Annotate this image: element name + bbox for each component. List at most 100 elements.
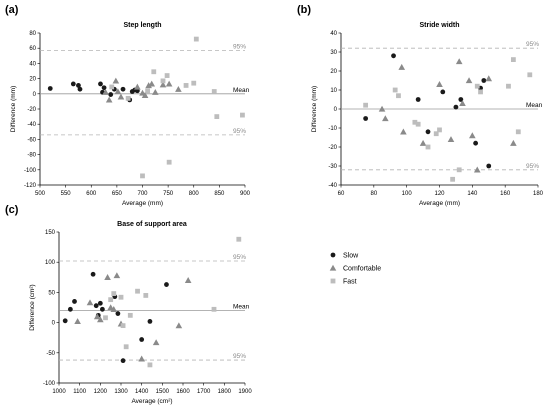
y-tick-label: -20 bbox=[328, 145, 337, 151]
data-point bbox=[382, 115, 389, 122]
x-tick-label: 1000 bbox=[52, 389, 66, 395]
data-point bbox=[400, 128, 407, 135]
data-point bbox=[147, 362, 153, 368]
data-point bbox=[450, 176, 456, 182]
data-point bbox=[211, 306, 217, 312]
data-point bbox=[175, 322, 183, 329]
data-point bbox=[515, 129, 521, 135]
data-point bbox=[447, 136, 455, 143]
data-point bbox=[102, 88, 109, 95]
data-point bbox=[135, 288, 140, 294]
y-tick-label: 50 bbox=[48, 290, 55, 296]
x-tick-label: 700 bbox=[137, 191, 148, 197]
legend-label: Slow bbox=[343, 253, 359, 260]
data-point bbox=[398, 63, 406, 70]
y-tick-label: -10 bbox=[328, 126, 337, 132]
data-point bbox=[101, 85, 107, 91]
data-point bbox=[486, 163, 492, 169]
y-tick-label: -120 bbox=[24, 183, 37, 189]
x-tick-label: 1700 bbox=[197, 389, 211, 395]
data-point bbox=[396, 93, 401, 99]
data-point bbox=[115, 311, 121, 316]
y-tick-label: 60 bbox=[29, 46, 36, 52]
data-point bbox=[455, 58, 463, 65]
data-point bbox=[147, 318, 153, 324]
x-tick-label: 1400 bbox=[135, 389, 149, 395]
data-point bbox=[415, 97, 421, 102]
data-point bbox=[139, 337, 145, 342]
data-point bbox=[510, 139, 517, 146]
data-point bbox=[510, 57, 516, 62]
y-tick-label: 30 bbox=[330, 50, 337, 56]
data-point bbox=[478, 89, 483, 95]
data-point bbox=[148, 80, 156, 87]
x-tick-label: 60 bbox=[338, 191, 345, 197]
lower-limit-label: 95% bbox=[233, 128, 246, 135]
y-axis-label: Difference (cm²) bbox=[29, 284, 36, 330]
data-point bbox=[211, 89, 217, 94]
y-tick-label: 40 bbox=[29, 61, 36, 67]
y-tick-label: -100 bbox=[43, 381, 56, 387]
data-point bbox=[151, 69, 157, 75]
data-point bbox=[152, 88, 159, 95]
series-slow bbox=[62, 271, 169, 364]
x-tick-label: 800 bbox=[189, 191, 200, 197]
x-tick-label: 1200 bbox=[94, 389, 108, 395]
x-tick-label: 1800 bbox=[218, 389, 232, 395]
data-point bbox=[127, 312, 133, 318]
chart-title: Stride width bbox=[419, 22, 459, 29]
data-point bbox=[391, 53, 396, 59]
data-point bbox=[109, 84, 115, 90]
data-point bbox=[120, 323, 126, 329]
x-tick-label: 1300 bbox=[114, 389, 128, 395]
data-point bbox=[473, 140, 479, 146]
data-point bbox=[474, 83, 480, 89]
data-point bbox=[86, 299, 94, 306]
x-tick-label: 180 bbox=[533, 191, 544, 197]
y-axis-label: Difference (mm) bbox=[311, 86, 318, 132]
data-point bbox=[392, 87, 398, 93]
data-point bbox=[90, 271, 96, 277]
y-axis-label: Difference (mm) bbox=[10, 86, 17, 132]
data-point bbox=[184, 277, 192, 283]
y-tick-label: -40 bbox=[27, 122, 36, 128]
y-tick-label: 80 bbox=[29, 31, 36, 37]
data-point bbox=[160, 78, 166, 84]
data-point bbox=[240, 112, 245, 118]
data-point bbox=[415, 121, 421, 127]
x-tick-label: 600 bbox=[86, 191, 97, 197]
legend: Slow Comfortable Fast bbox=[329, 253, 381, 286]
data-point bbox=[236, 236, 242, 242]
data-point bbox=[363, 102, 369, 108]
data-point bbox=[104, 274, 111, 280]
panel-label: (a) bbox=[5, 4, 19, 16]
data-point bbox=[113, 272, 121, 279]
y-tick-label: -80 bbox=[27, 153, 36, 159]
mean-label: Mean bbox=[233, 87, 250, 94]
data-point bbox=[138, 355, 145, 362]
data-point bbox=[100, 306, 105, 312]
y-tick-label: 0 bbox=[52, 321, 56, 327]
data-point bbox=[110, 306, 118, 312]
y-tick-label: -40 bbox=[328, 183, 337, 189]
data-point bbox=[93, 303, 99, 309]
data-point bbox=[465, 77, 473, 84]
data-point bbox=[141, 92, 149, 98]
series-comfortable bbox=[74, 272, 192, 362]
data-point bbox=[363, 116, 369, 121]
chart-title: Step length bbox=[123, 22, 161, 29]
data-point bbox=[453, 104, 459, 110]
data-point bbox=[164, 73, 170, 78]
data-point bbox=[118, 294, 124, 300]
upper-limit-label: 95% bbox=[526, 41, 539, 48]
data-point bbox=[469, 132, 476, 139]
data-point bbox=[114, 88, 122, 95]
data-point bbox=[425, 144, 431, 150]
y-tick-label: -60 bbox=[27, 137, 36, 143]
y-tick-label: 0 bbox=[33, 92, 37, 98]
data-point bbox=[72, 299, 77, 304]
series-fast bbox=[103, 236, 242, 368]
